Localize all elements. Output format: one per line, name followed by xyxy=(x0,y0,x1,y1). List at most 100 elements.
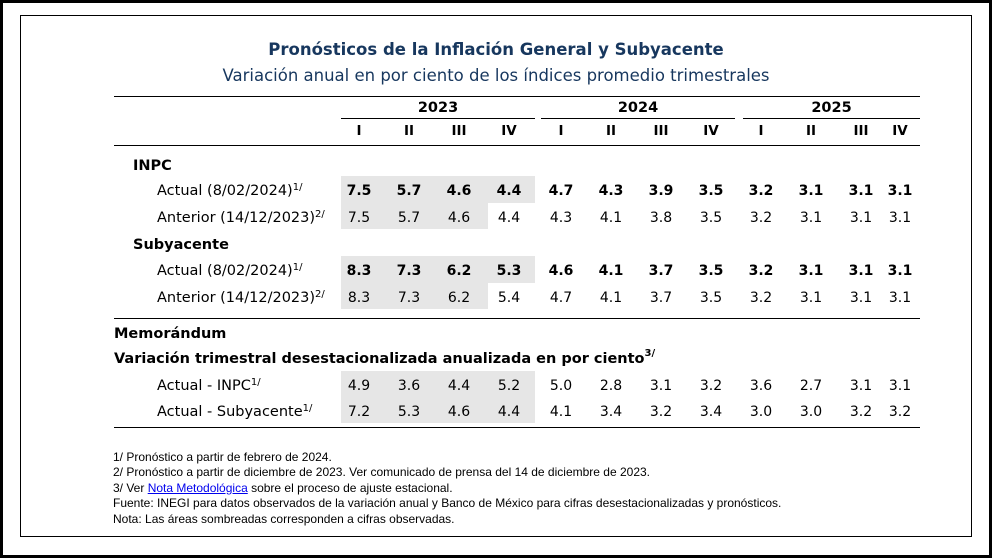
section-memorandum: Memorándum xyxy=(114,326,227,342)
row-label: Actual (8/02/2024)1/ xyxy=(157,262,302,280)
footnote-3: 3/ Ver Nota Metodológica sobre el proces… xyxy=(113,481,781,496)
year-underline-2024 xyxy=(541,118,735,119)
table-cell: 3.1 xyxy=(849,290,873,306)
row-label-text: Actual - Subyacente xyxy=(157,404,303,420)
quarter-header: I xyxy=(758,123,764,139)
table-cell: 3.1 xyxy=(888,290,912,306)
row-label-superscript: 1/ xyxy=(292,262,303,273)
table-cell: 4.4 xyxy=(497,404,521,420)
table-cell: 3.2 xyxy=(749,290,773,306)
table-cell: 6.2 xyxy=(447,290,471,306)
table-cell: 3.1 xyxy=(887,183,913,199)
table-cell: 5.7 xyxy=(397,210,421,226)
table-cell: 3.6 xyxy=(397,378,421,394)
table-cell: 4.4 xyxy=(447,378,471,394)
table-cell: 3.1 xyxy=(649,378,673,394)
table-title: Pronósticos de la Inflación General y Su… xyxy=(268,40,724,59)
bottom-rule xyxy=(114,427,920,428)
quarter-header: III xyxy=(853,123,869,139)
row-label-text: Anterior (14/12/2023) xyxy=(157,290,316,306)
table-cell: 3.4 xyxy=(599,404,623,420)
footnote-fuente: Fuente: INEGI para datos observados de l… xyxy=(113,496,782,511)
quarter-header: II xyxy=(403,123,415,139)
footnote-nota: Nota: Las áreas sombreadas corresponden … xyxy=(113,511,455,526)
table-cell: 6.2 xyxy=(446,263,472,279)
section-subyacente: Subyacente xyxy=(133,237,229,253)
mid-rule xyxy=(114,318,920,319)
observed-shading xyxy=(341,283,488,309)
table-cell: 4.6 xyxy=(447,404,471,420)
observed-shading xyxy=(341,176,535,203)
year-underline-2025 xyxy=(743,118,920,119)
year-underline-2023 xyxy=(341,118,535,119)
table-cell: 5.0 xyxy=(549,378,573,394)
table-cell: 3.0 xyxy=(799,404,823,420)
variacion-text: Variación trimestral desestacionalizada … xyxy=(114,351,645,367)
table-cell: 3.1 xyxy=(799,210,823,226)
table-cell: 2.8 xyxy=(599,378,623,394)
table-cell: 4.4 xyxy=(496,183,522,199)
table-cell: 4.1 xyxy=(599,290,623,306)
table-cell: 4.1 xyxy=(598,263,624,279)
table-cell: 3.2 xyxy=(888,404,912,420)
table-cell: 3.1 xyxy=(887,263,913,279)
quarter-header: II xyxy=(605,123,617,139)
table-cell: 3.2 xyxy=(748,183,774,199)
table-cell: 4.9 xyxy=(347,378,371,394)
nota-metodologica-link[interactable]: Nota Metodológica xyxy=(147,480,248,495)
row-label-superscript: 2/ xyxy=(315,289,325,300)
row-label-text: Actual (8/02/2024) xyxy=(157,183,293,199)
header-bottom-rule xyxy=(114,145,920,146)
table-cell: 3.8 xyxy=(649,210,673,226)
table-cell: 3.7 xyxy=(649,290,673,306)
table-cell: 5.3 xyxy=(397,404,421,420)
row-label: Anterior (14/12/2023)2/ xyxy=(157,289,325,307)
table-cell: 3.0 xyxy=(749,404,773,420)
row-label: Anterior (14/12/2023)2/ xyxy=(157,209,325,227)
year-2024: 2024 xyxy=(617,100,659,116)
table-cell: 5.3 xyxy=(496,263,522,279)
quarter-header: I xyxy=(558,123,564,139)
table-cell: 4.6 xyxy=(447,210,471,226)
table-cell: 3.2 xyxy=(749,210,773,226)
observed-shading xyxy=(341,203,488,229)
row-label-superscript: 1/ xyxy=(292,182,303,193)
table-cell: 7.3 xyxy=(396,263,422,279)
table-subtitle: Variación anual en por ciento de los índ… xyxy=(222,66,770,85)
table-cell: 3.6 xyxy=(749,378,773,394)
row-label-superscript: 1/ xyxy=(302,403,313,414)
table-cell: 3.4 xyxy=(699,404,723,420)
table-cell: 7.2 xyxy=(347,404,371,420)
row-label-text: Anterior (14/12/2023) xyxy=(157,210,316,226)
table-cell: 5.2 xyxy=(497,378,521,394)
table-cell: 3.5 xyxy=(698,183,724,199)
variacion-superscript: 3/ xyxy=(644,348,656,359)
quarter-header: I xyxy=(356,123,362,139)
row-label-text: Actual (8/02/2024) xyxy=(157,263,293,279)
observed-shading xyxy=(341,371,535,423)
footnote-1: 1/ Pronóstico a partir de febrero de 202… xyxy=(113,450,332,464)
quarter-header: IV xyxy=(892,123,908,139)
table-cell: 4.7 xyxy=(548,183,574,199)
table-cell: 3.1 xyxy=(798,183,824,199)
quarter-header: III xyxy=(451,123,467,139)
footnote-3-post: sobre el proceso de ajuste estacional. xyxy=(247,480,453,495)
header-top-rule xyxy=(114,96,920,97)
table-cell: 8.3 xyxy=(347,290,371,306)
table-cell: 7.5 xyxy=(346,183,372,199)
year-2023: 2023 xyxy=(417,100,459,116)
table-cell: 3.2 xyxy=(699,378,723,394)
table-cell: 3.1 xyxy=(848,263,874,279)
table-cell: 4.3 xyxy=(549,210,573,226)
quarter-header: II xyxy=(805,123,817,139)
row-label: Actual - INPC1/ xyxy=(157,377,261,395)
table-cell: 4.1 xyxy=(549,404,573,420)
quarter-header: IV xyxy=(703,123,719,139)
row-label-superscript: 1/ xyxy=(250,377,261,388)
table-cell: 4.7 xyxy=(549,290,573,306)
table-cell: 3.5 xyxy=(699,210,723,226)
table-cell: 5.4 xyxy=(497,290,521,306)
table-cell: 3.1 xyxy=(848,183,874,199)
table-cell: 7.5 xyxy=(347,210,371,226)
section-inpc: INPC xyxy=(133,158,172,174)
